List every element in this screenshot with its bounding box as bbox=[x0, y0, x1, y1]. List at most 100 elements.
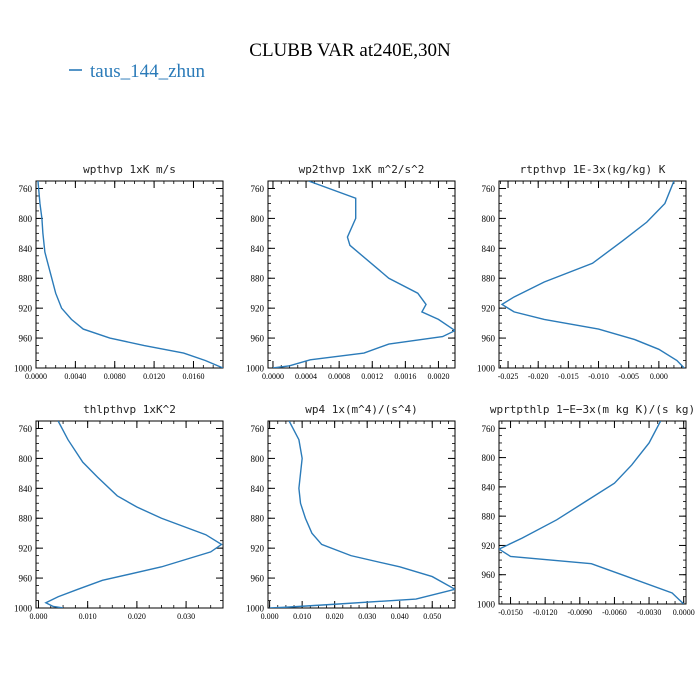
y-tick-label: 1000 bbox=[477, 600, 496, 610]
y-tick-label: 880 bbox=[251, 514, 265, 524]
y-tick-label: 920 bbox=[19, 544, 33, 554]
x-tick-label: 0.030 bbox=[358, 612, 376, 621]
panel-frame bbox=[35, 180, 224, 369]
y-tick-label: 840 bbox=[482, 482, 496, 492]
x-tick-label: 0.0000 bbox=[673, 608, 695, 617]
panel-title: wpthvp 1xK m/s bbox=[83, 163, 176, 176]
x-tick-label: -0.020 bbox=[528, 372, 549, 381]
chart-panel-1: wpthvp 1xK m/s76080084088092096010000.00… bbox=[14, 163, 224, 381]
y-tick-label: 920 bbox=[19, 304, 33, 314]
x-tick-label: -0.025 bbox=[498, 372, 519, 381]
y-tick-label: 960 bbox=[251, 334, 265, 344]
x-tick-label: -0.0030 bbox=[637, 608, 662, 617]
x-tick-label: 0.0008 bbox=[328, 372, 350, 381]
x-tick-label: 0.030 bbox=[177, 612, 195, 621]
x-tick-label: -0.010 bbox=[588, 372, 609, 381]
x-tick-label: 0.0080 bbox=[104, 372, 126, 381]
y-tick-label: 880 bbox=[482, 512, 496, 522]
y-tick-label: 880 bbox=[251, 274, 265, 284]
x-tick-label: -0.0120 bbox=[533, 608, 558, 617]
x-tick-label: 0.0000 bbox=[25, 372, 47, 381]
x-tick-label: 0.0004 bbox=[295, 372, 317, 381]
x-tick-label: 0.040 bbox=[391, 612, 409, 621]
y-tick-label: 760 bbox=[482, 184, 496, 194]
y-tick-label: 920 bbox=[482, 304, 496, 314]
y-tick-label: 880 bbox=[482, 274, 496, 284]
panel-frame bbox=[498, 180, 687, 369]
y-tick-label: 960 bbox=[251, 574, 265, 584]
panel-frame bbox=[267, 180, 456, 369]
x-tick-label: 0.000 bbox=[650, 372, 668, 381]
y-tick-label: 1000 bbox=[246, 604, 265, 614]
panel-frame bbox=[267, 420, 456, 609]
x-tick-label: 0.050 bbox=[423, 612, 441, 621]
x-tick-label: 0.0020 bbox=[427, 372, 449, 381]
series-line bbox=[269, 421, 455, 608]
chart-panel-4: thlpthvp 1xK^2 760 800 840 880 920 960 10000.00… bbox=[14, 403, 224, 621]
series-line bbox=[37, 181, 223, 368]
legend: taus_144_zhun bbox=[69, 61, 206, 82]
x-tick-label: 0.0016 bbox=[394, 372, 416, 381]
x-tick-label: 0.0012 bbox=[361, 372, 383, 381]
panel-title: wp2thvp 1xK m^2/s^2 bbox=[299, 163, 425, 176]
y-tick-label: 960 bbox=[482, 570, 496, 580]
chart-panel-5: wp4 1x(m^4)/(s^4)76080084088092096010000… bbox=[246, 403, 456, 621]
y-tick-label: 800 bbox=[251, 454, 265, 464]
y-tick-label: 760 bbox=[19, 424, 33, 434]
y-tick-label: 760 bbox=[251, 184, 265, 194]
y-tick-label: 880 bbox=[19, 274, 33, 284]
y-tick-label: 840 bbox=[19, 484, 33, 494]
series-line bbox=[44, 421, 223, 608]
x-tick-label: -0.0060 bbox=[602, 608, 627, 617]
legend-label: taus_144_zhun bbox=[90, 61, 206, 82]
x-tick-label: 0.0000 bbox=[262, 372, 284, 381]
y-tick-label: 800 bbox=[19, 214, 33, 224]
chart-panel-3: rtpthvp 1E-3x(kg/kg) K 760 800 840 880 920 960… bbox=[477, 163, 687, 381]
y-tick-label: 880 bbox=[19, 514, 33, 524]
panel-grid: wpthvp 1xK m/s76080084088092096010000.00… bbox=[14, 163, 695, 621]
x-tick-label: -0.015 bbox=[558, 372, 579, 381]
series-line bbox=[500, 181, 685, 368]
panel-title: thlpthvp 1xK^2 bbox=[83, 403, 176, 416]
series-line bbox=[499, 421, 685, 604]
series-line bbox=[272, 181, 455, 368]
y-tick-label: 920 bbox=[251, 544, 265, 554]
y-tick-label: 760 bbox=[19, 184, 33, 194]
panel-title: wp4 1x(m^4)/(s^4) bbox=[305, 403, 418, 416]
y-tick-label: 920 bbox=[251, 304, 265, 314]
x-tick-label: 0.000 bbox=[261, 612, 279, 621]
panel-title: rtpthvp 1E-3x(kg/kg) K bbox=[520, 163, 666, 176]
y-tick-label: 800 bbox=[482, 214, 496, 224]
y-tick-label: 800 bbox=[251, 214, 265, 224]
x-tick-label: 0.0160 bbox=[182, 372, 204, 381]
x-tick-label: -0.0150 bbox=[498, 608, 523, 617]
y-tick-label: 960 bbox=[19, 574, 33, 584]
figure-title: CLUBB VAR at240E,30N bbox=[249, 40, 451, 61]
y-tick-label: 760 bbox=[251, 424, 265, 434]
panel-frame bbox=[498, 420, 687, 605]
y-tick-label: 1000 bbox=[477, 364, 496, 374]
chart-panel-6: wprtpthlp 1−E−3x(m kg K)/(s kg) 760 800 840… bbox=[477, 403, 695, 617]
x-tick-label: 0.020 bbox=[326, 612, 344, 621]
y-tick-label: 1000 bbox=[246, 364, 265, 374]
panel-title: wprtpthlp 1−E−3x(m kg K)/(s kg) bbox=[490, 403, 695, 416]
x-tick-label: 0.020 bbox=[128, 612, 146, 621]
panel-frame bbox=[35, 420, 224, 609]
y-tick-label: 760 bbox=[482, 424, 496, 434]
x-tick-label: -0.0090 bbox=[567, 608, 592, 617]
y-tick-label: 800 bbox=[19, 454, 33, 464]
y-tick-label: 960 bbox=[19, 334, 33, 344]
y-tick-label: 800 bbox=[482, 453, 496, 463]
x-tick-label: 0.0120 bbox=[143, 372, 165, 381]
y-tick-label: 920 bbox=[482, 541, 496, 551]
y-tick-label: 1000 bbox=[14, 364, 33, 374]
y-tick-label: 840 bbox=[251, 244, 265, 254]
y-tick-label: 840 bbox=[19, 244, 33, 254]
x-tick-label: 0.0040 bbox=[64, 372, 86, 381]
x-tick-label: 0.010 bbox=[79, 612, 97, 621]
y-tick-label: 840 bbox=[482, 244, 496, 254]
x-tick-label: 0.000 bbox=[29, 612, 47, 621]
x-tick-label: 0.010 bbox=[293, 612, 311, 621]
x-tick-label: -0.005 bbox=[618, 372, 639, 381]
